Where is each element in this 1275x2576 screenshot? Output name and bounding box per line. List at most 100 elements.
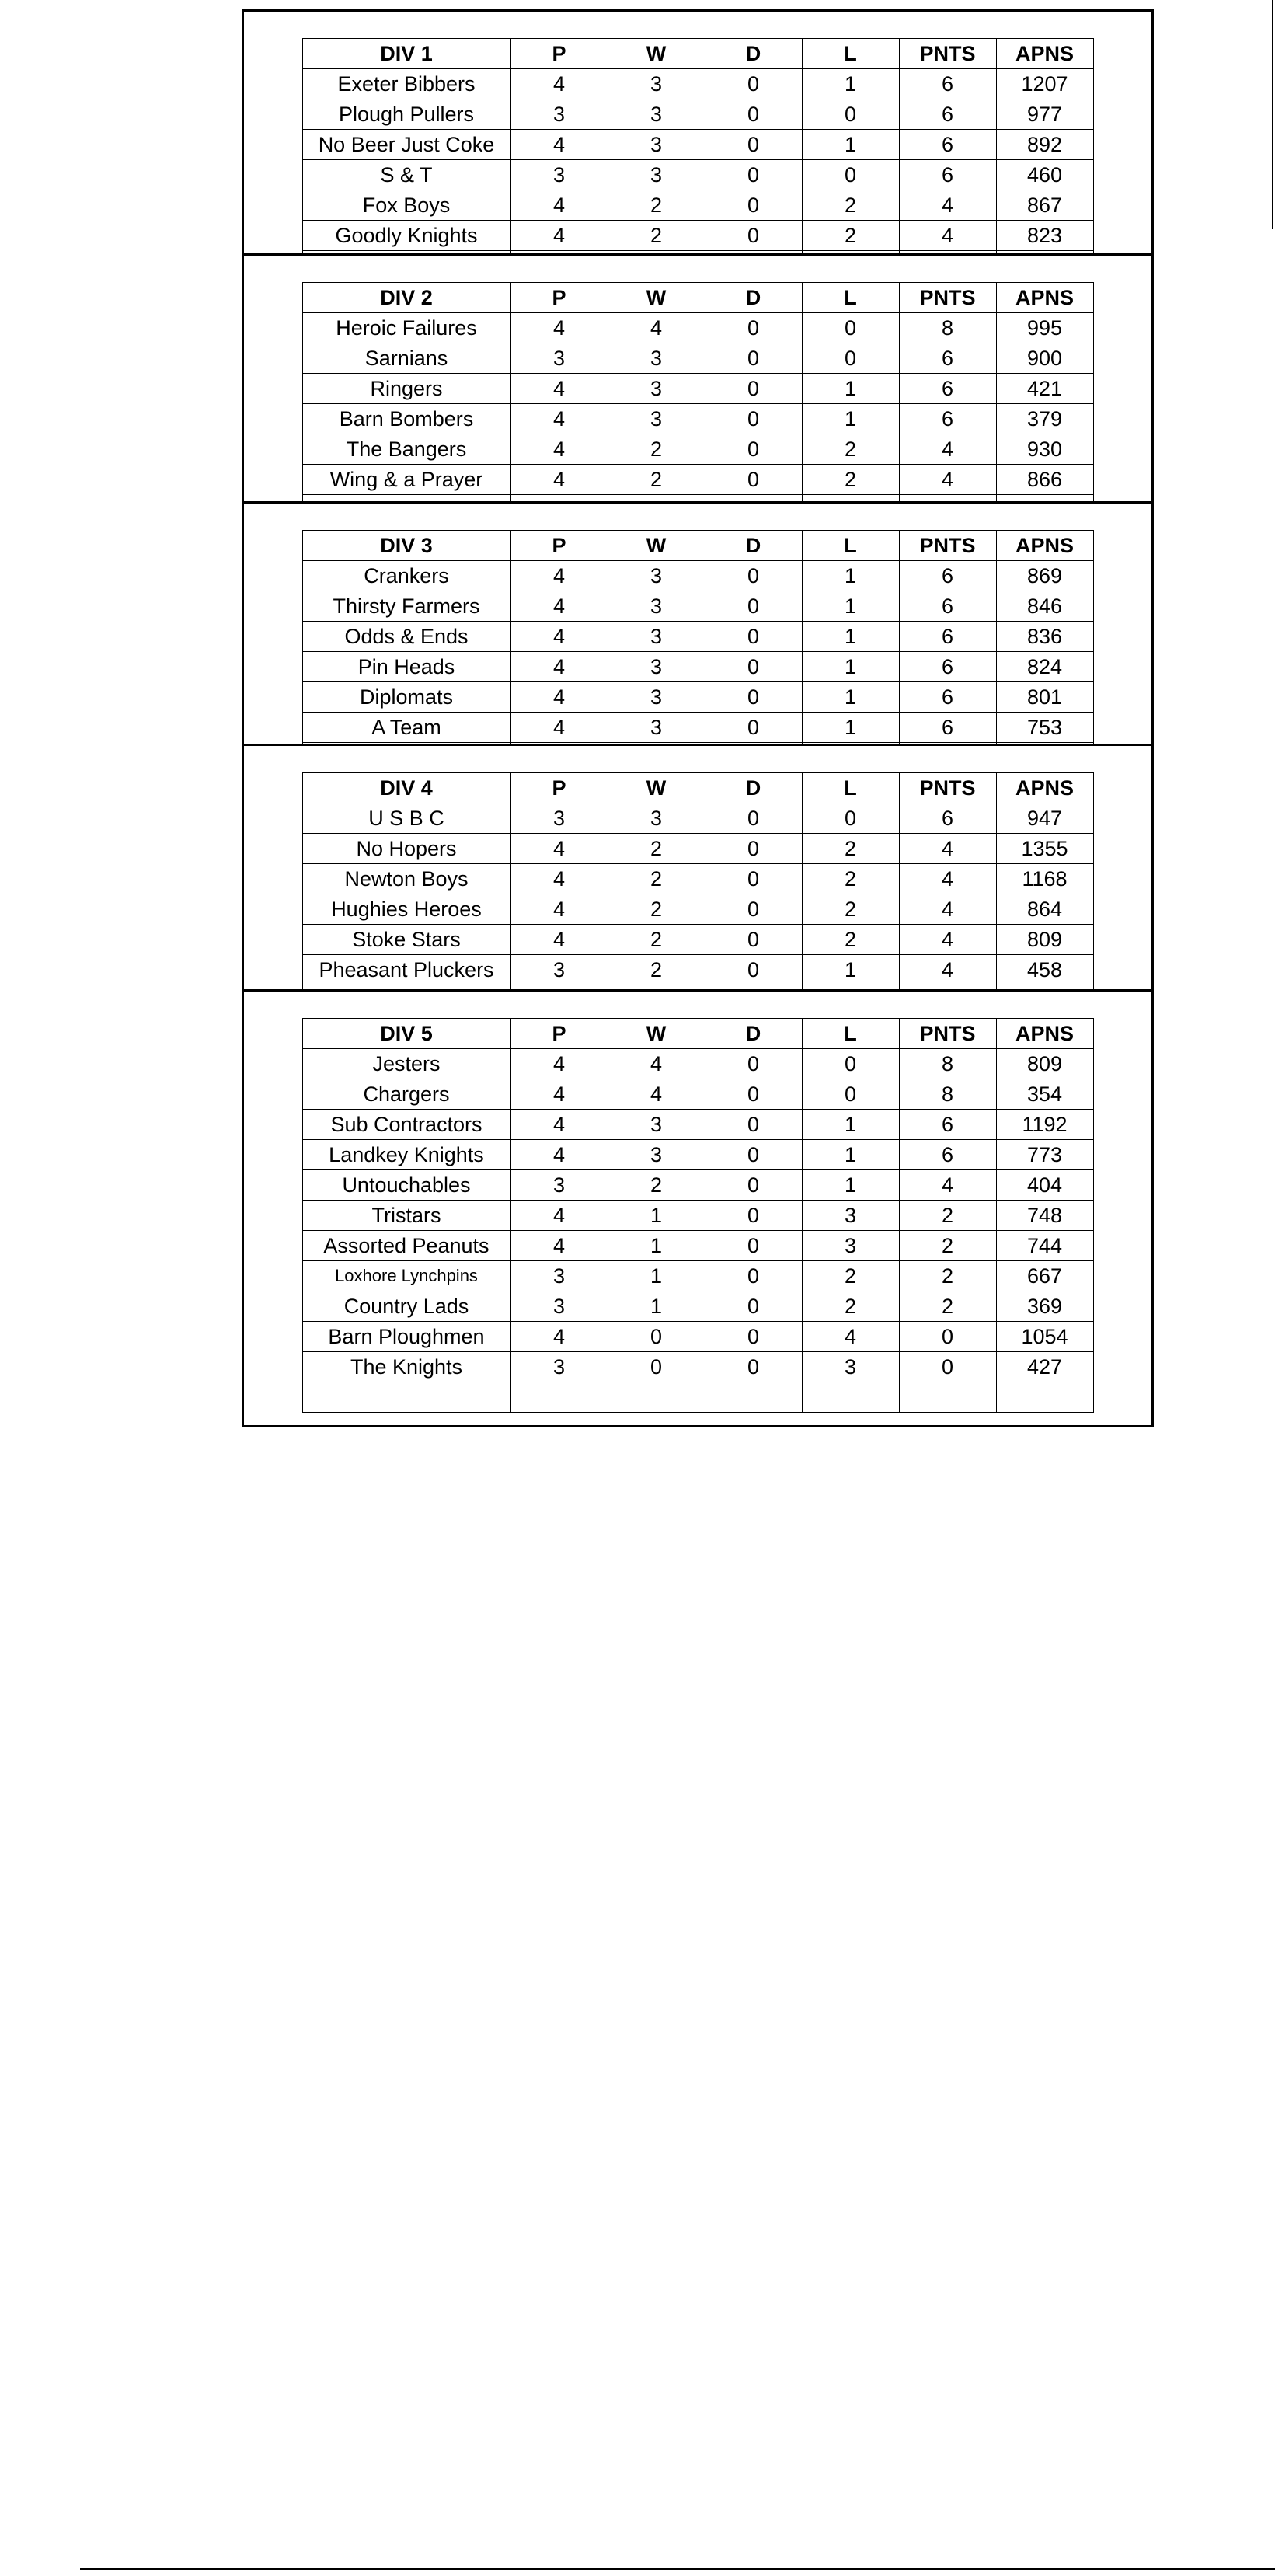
cell-l: 2 (801, 863, 900, 894)
cell-p: 4 (510, 1079, 608, 1110)
cell-l: 2 (801, 190, 900, 221)
cell-w: 1 (607, 1200, 705, 1231)
cell-w: 3 (607, 373, 705, 404)
table-row: Assorted Peanuts 4 1 0 3 2 744 (301, 1230, 1094, 1261)
table-row: Stoke Stars 4 2 0 2 4 809 (301, 924, 1094, 955)
cell-w: 2 (607, 1169, 705, 1201)
cell-d: 0 (704, 1200, 803, 1231)
column-header-apns: APNS (995, 282, 1094, 313)
team-name: Sarnians (301, 343, 511, 374)
cell-apns: 809 (995, 1048, 1094, 1079)
table-row: Landkey Knights 4 3 0 1 6 773 (301, 1139, 1094, 1170)
cell-l: 1 (801, 1139, 900, 1170)
cell-pnts: 4 (898, 863, 997, 894)
cell-p: 3 (510, 343, 608, 374)
cell-w: 3 (607, 560, 705, 591)
cell-l: 1 (801, 373, 900, 404)
cell-pnts: 4 (898, 220, 997, 251)
table-row: Tristars 4 1 0 3 2 748 (301, 1200, 1094, 1231)
column-header-apns: APNS (995, 38, 1094, 69)
cell-empty (995, 1382, 1094, 1413)
cell-l: 3 (801, 1351, 900, 1382)
table-row: Chargers 4 4 0 0 8 354 (301, 1079, 1094, 1110)
table-row: Hughies Heroes 4 2 0 2 4 864 (301, 894, 1094, 925)
cell-d: 0 (704, 1291, 803, 1322)
cell-d: 0 (704, 403, 803, 434)
cell-apns: 1054 (995, 1321, 1094, 1352)
cell-apns: 404 (995, 1169, 1094, 1201)
cell-l: 0 (801, 1048, 900, 1079)
cell-pnts: 6 (898, 403, 997, 434)
cell-p: 3 (510, 159, 608, 190)
cell-l: 0 (801, 312, 900, 343)
team-name: Diplomats (301, 681, 511, 713)
cell-apns: 369 (995, 1291, 1094, 1322)
cell-pnts: 6 (898, 129, 997, 160)
cell-p: 3 (510, 1351, 608, 1382)
cell-d: 0 (704, 894, 803, 925)
table-row: A Team 4 3 0 1 6 753 (301, 712, 1094, 743)
cell-w: 0 (607, 1321, 705, 1352)
cell-d: 0 (704, 954, 803, 985)
cell-empty (301, 1382, 511, 1413)
cell-l: 3 (801, 1200, 900, 1231)
cell-apns: 864 (995, 894, 1094, 925)
column-header-pnts: PNTS (898, 38, 997, 69)
cell-empty (801, 1382, 900, 1413)
cell-d: 0 (704, 833, 803, 864)
cell-d: 0 (704, 1351, 803, 1382)
column-header-w: W (607, 772, 705, 803)
cell-p: 4 (510, 464, 608, 495)
cell-pnts: 0 (898, 1351, 997, 1382)
cell-apns: 836 (995, 621, 1094, 652)
cell-w: 3 (607, 803, 705, 834)
table-header-row: DIV 2 P W D L PNTS APNS (301, 282, 1094, 313)
cell-pnts: 6 (898, 560, 997, 591)
team-name: Wing & a Prayer (301, 464, 511, 495)
cell-p: 3 (510, 1169, 608, 1201)
table-row: Crankers 4 3 0 1 6 869 (301, 560, 1094, 591)
cell-p: 3 (510, 1291, 608, 1322)
cell-pnts: 6 (898, 68, 997, 99)
column-header-w: W (607, 530, 705, 561)
column-header-d: D (704, 530, 803, 561)
cell-w: 3 (607, 681, 705, 713)
cell-l: 2 (801, 1260, 900, 1291)
cell-w: 0 (607, 1351, 705, 1382)
cell-p: 3 (510, 1260, 608, 1291)
cell-l: 1 (801, 712, 900, 743)
cell-pnts: 6 (898, 651, 997, 682)
column-header-d: D (704, 772, 803, 803)
cell-pnts: 4 (898, 894, 997, 925)
team-name: Barn Ploughmen (301, 1321, 511, 1352)
cell-l: 0 (801, 803, 900, 834)
cell-w: 2 (607, 924, 705, 955)
cell-apns: 667 (995, 1260, 1094, 1291)
team-name: Stoke Stars (301, 924, 511, 955)
cell-w: 2 (607, 464, 705, 495)
table-row: Heroic Failures 4 4 0 0 8 995 (301, 312, 1094, 343)
cell-apns: 823 (995, 220, 1094, 251)
team-name: No Beer Just Coke (301, 129, 511, 160)
cell-l: 1 (801, 68, 900, 99)
cell-pnts: 6 (898, 373, 997, 404)
cell-d: 0 (704, 591, 803, 622)
division-title: DIV 4 (301, 772, 511, 803)
table-row: Fox Boys 4 2 0 2 4 867 (301, 190, 1094, 221)
cell-w: 3 (607, 343, 705, 374)
cell-pnts: 2 (898, 1291, 997, 1322)
team-name: Pin Heads (301, 651, 511, 682)
division-title: DIV 2 (301, 282, 511, 313)
table-header-row: DIV 5 P W D L PNTS APNS (301, 1018, 1094, 1049)
table-row: Sarnians 3 3 0 0 6 900 (301, 343, 1094, 374)
cell-l: 4 (801, 1321, 900, 1352)
table-row: Ringers 4 3 0 1 6 421 (301, 373, 1094, 404)
cell-pnts: 4 (898, 434, 997, 465)
cell-d: 0 (704, 312, 803, 343)
cell-p: 4 (510, 863, 608, 894)
cell-p: 4 (510, 220, 608, 251)
cell-w: 3 (607, 1109, 705, 1140)
cell-pnts: 6 (898, 1109, 997, 1140)
cell-apns: 1355 (995, 833, 1094, 864)
table-row: Newton Boys 4 2 0 2 4 1168 (301, 863, 1094, 894)
